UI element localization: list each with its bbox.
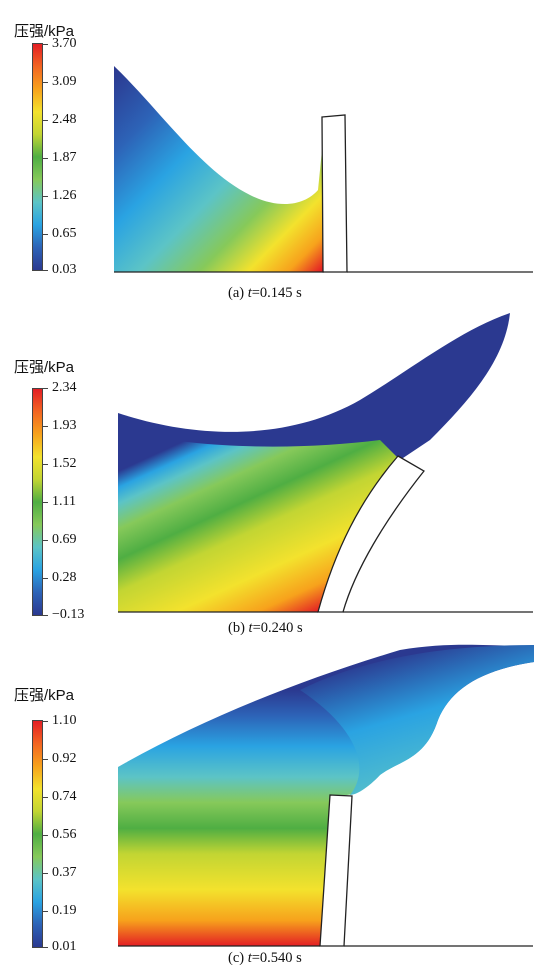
colorbar-title: 压强/kPa (14, 687, 75, 704)
panel-a: 压强/kPa 3.70 3.09 2.48 1.87 1.26 0.65 0.0… (0, 0, 537, 320)
caption-suffix: =0.145 s (251, 285, 302, 301)
colorbar-tick: 1.93 (52, 418, 77, 433)
colorbar-tick: −0.13 (52, 607, 85, 622)
colorbar-tick: 1.26 (52, 188, 77, 203)
colorbar-tick: 0.19 (52, 903, 77, 918)
colorbar (32, 43, 43, 271)
colorbar (32, 388, 43, 616)
colorbar-tick: 0.65 (52, 226, 77, 241)
colorbar-tick: 0.56 (52, 827, 77, 842)
caption-c: (c) t=0.540 s (228, 950, 302, 967)
caption-var: t (247, 285, 252, 301)
colorbar-title: 压强/kPa (14, 23, 75, 40)
colorbar-tick: 0.03 (52, 262, 77, 277)
caption-var: t (248, 620, 253, 636)
colorbar-tick: 0.01 (52, 939, 77, 954)
colorbar-tick: 0.74 (52, 789, 77, 804)
caption-var: t (247, 950, 252, 966)
colorbar-tick: 2.48 (52, 112, 77, 127)
caption-prefix: (c) (228, 950, 248, 966)
colorbar-tick: 3.70 (52, 36, 77, 51)
caption-suffix: =0.240 s (252, 620, 303, 636)
caption-prefix: (b) (228, 620, 249, 636)
panel-b: 压强/kPa 2.34 1.93 1.52 1.11 0.69 0.28 −0.… (14, 313, 533, 637)
caption-a: (a) t=0.145 s (228, 285, 302, 302)
pressure-field-a (114, 66, 533, 273)
colorbar-tick: 0.37 (52, 865, 77, 880)
caption-prefix: (a) (228, 285, 248, 301)
colorbar-tick: 1.11 (52, 494, 76, 509)
colorbar-tick: 0.69 (52, 532, 77, 547)
colorbar (32, 720, 43, 948)
colorbar-tick: 0.92 (52, 751, 77, 766)
caption-b: (b) t=0.240 s (228, 620, 303, 637)
colorbar-tick: 1.10 (52, 713, 77, 728)
colorbar-title: 压强/kPa (14, 359, 75, 376)
pressure-field-b (118, 313, 533, 613)
colorbar-tick: 3.09 (52, 74, 77, 89)
colorbar-tick: 1.52 (52, 456, 77, 471)
caption-suffix: =0.540 s (251, 950, 302, 966)
colorbar-tick: 2.34 (52, 380, 77, 395)
colorbar-tick: 1.87 (52, 150, 77, 165)
colorbar-tick: 0.28 (52, 570, 77, 585)
